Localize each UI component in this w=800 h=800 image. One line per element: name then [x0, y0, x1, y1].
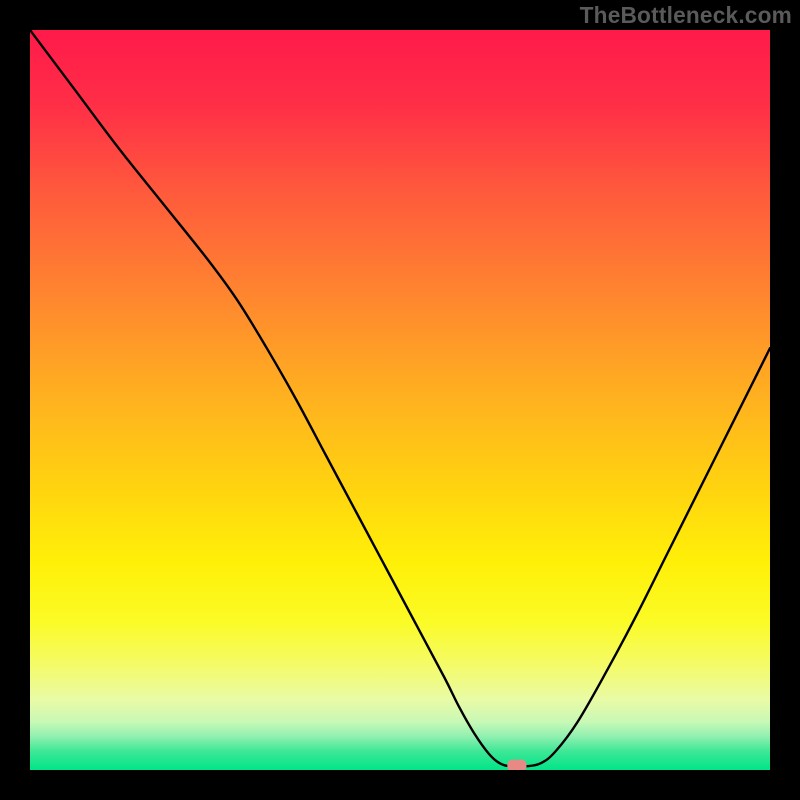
optimal-point-marker — [507, 760, 526, 770]
watermark-text: TheBottleneck.com — [580, 2, 792, 29]
plot-area — [30, 30, 770, 770]
chart-svg — [30, 30, 770, 770]
plot-frame — [30, 30, 770, 770]
chart-background — [30, 30, 770, 770]
